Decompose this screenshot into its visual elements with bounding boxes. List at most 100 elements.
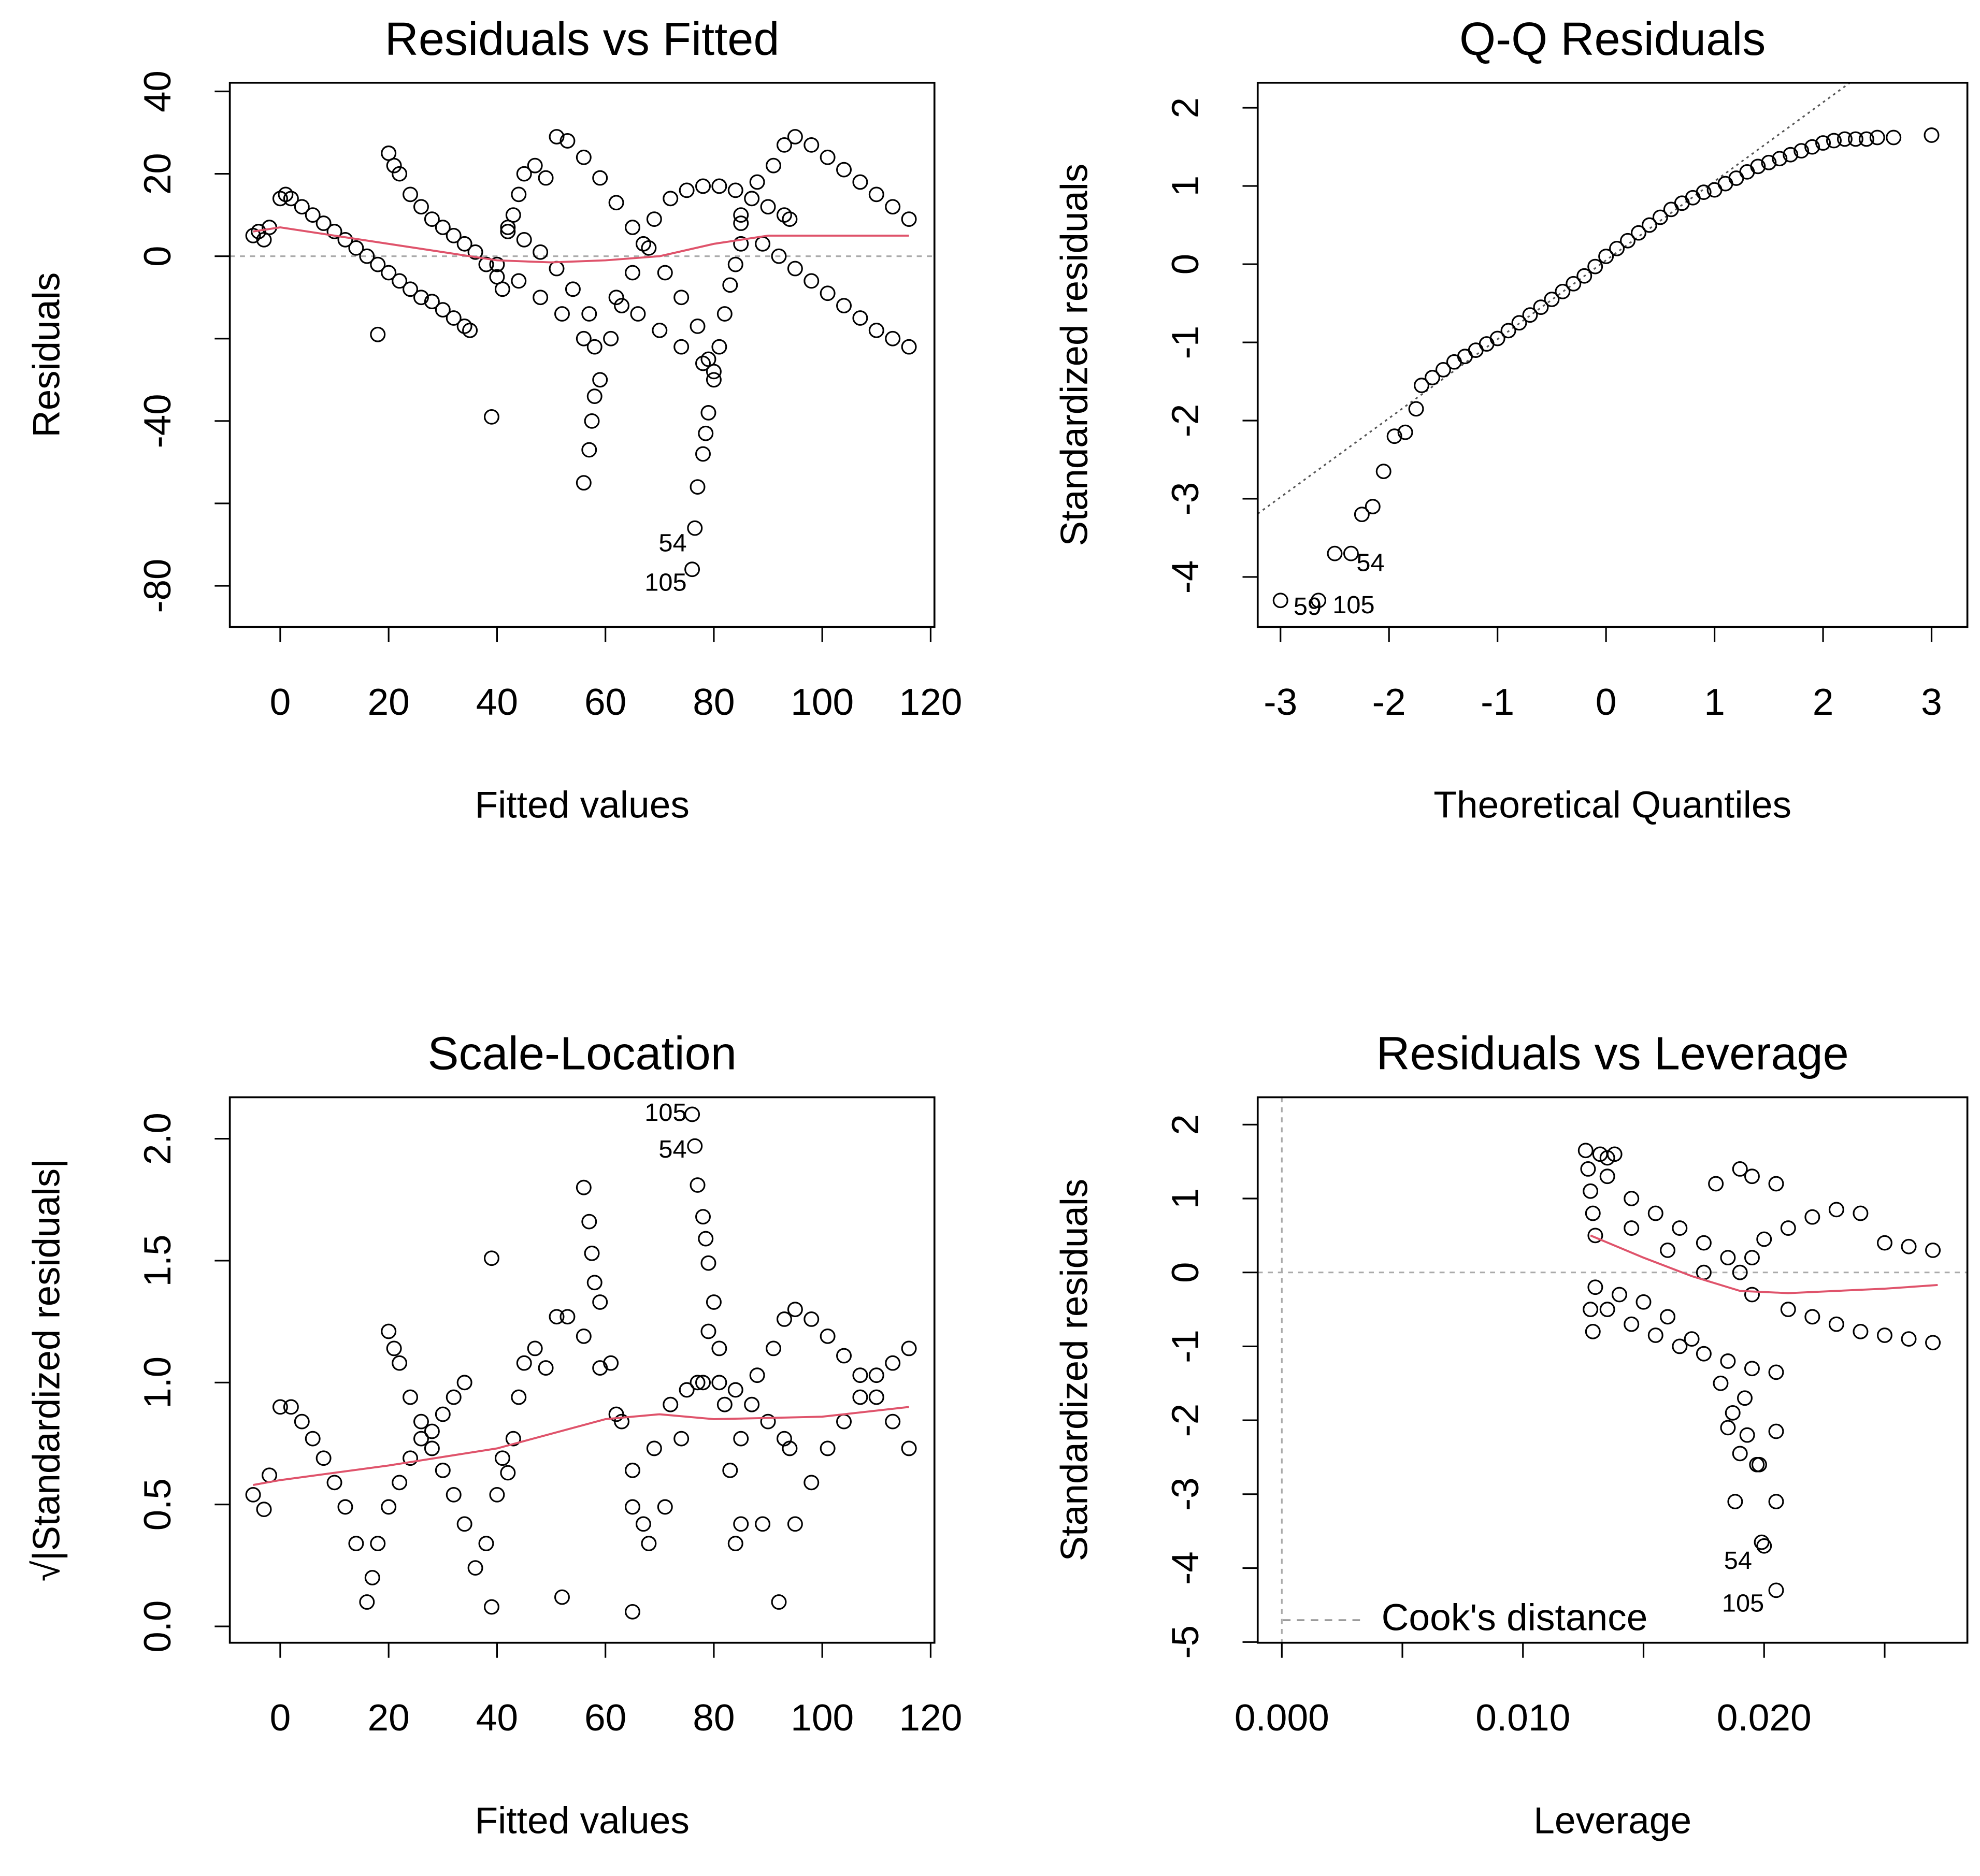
point (478, 256, 494, 272)
point (706, 1294, 722, 1310)
point (698, 425, 714, 441)
x-tick-label: 80 (693, 1697, 735, 1739)
plot-area (1257, 82, 1940, 609)
point (776, 137, 792, 153)
point (687, 1138, 703, 1154)
point (663, 191, 679, 207)
point (576, 475, 592, 491)
point (727, 182, 743, 198)
point (1375, 464, 1391, 480)
point (413, 199, 429, 215)
point (554, 1589, 570, 1605)
point (695, 446, 711, 462)
point (1555, 284, 1571, 299)
point (744, 191, 760, 207)
point (1720, 1420, 1736, 1436)
point (576, 330, 592, 347)
point (901, 339, 917, 355)
point (1732, 1446, 1748, 1462)
point (1756, 1538, 1772, 1554)
point (1853, 1323, 1869, 1339)
point (584, 1245, 600, 1261)
point (1587, 1228, 1603, 1244)
point (576, 1328, 592, 1344)
chart-title: Residuals vs Fitted (385, 13, 780, 65)
point (1732, 1264, 1748, 1280)
point (727, 1536, 743, 1551)
legend-label: Cook's distance (1382, 1596, 1648, 1638)
point (1311, 593, 1327, 609)
point (690, 479, 706, 495)
x-tick-label: 40 (476, 1697, 518, 1739)
point (1624, 1220, 1640, 1236)
point (584, 413, 600, 429)
point (820, 1440, 836, 1456)
point (1583, 1302, 1599, 1317)
y-tick-label: -1 (1165, 1330, 1207, 1363)
point (446, 1487, 462, 1503)
point (283, 191, 299, 207)
point (446, 228, 462, 243)
y-tick-label: 0 (137, 246, 179, 266)
point (1836, 131, 1853, 147)
point (716, 306, 733, 322)
point (456, 1375, 472, 1391)
point (1272, 593, 1288, 609)
point (820, 1328, 836, 1344)
y-tick-label: -80 (137, 559, 179, 613)
point (1772, 151, 1788, 167)
x-tick-label: 0.020 (1717, 1697, 1812, 1739)
x-tick-label: 60 (584, 1697, 626, 1739)
point (1750, 158, 1766, 175)
y-tick-label: 2 (1165, 97, 1207, 118)
point (1343, 545, 1359, 561)
x-tick-label: 3 (1921, 681, 1942, 723)
point (673, 290, 690, 306)
x-tick-label: -3 (1264, 681, 1297, 723)
point (771, 1594, 787, 1610)
point (624, 1604, 640, 1620)
point (755, 1516, 771, 1532)
panel: Residuals vs Fitted Fitted values Residual… (25, 13, 962, 826)
y-tick-label: 0 (1165, 254, 1207, 275)
point (787, 1516, 803, 1532)
x-tick-label: 120 (899, 1697, 962, 1739)
point (679, 1382, 695, 1398)
point (1672, 1220, 1688, 1236)
x-tick-label: 1 (1704, 681, 1725, 723)
point (403, 1450, 419, 1466)
point (256, 1502, 272, 1518)
x-tick-label: 20 (368, 1697, 410, 1739)
point (885, 1355, 901, 1371)
point (1599, 1302, 1615, 1317)
point (1720, 1353, 1736, 1369)
point (1828, 1316, 1844, 1332)
point (868, 322, 884, 338)
x-axis-label: Leverage (1533, 1800, 1691, 1842)
point (1815, 135, 1831, 151)
point (804, 1311, 820, 1327)
point (403, 186, 419, 203)
point-label: 54 (658, 529, 686, 557)
point (657, 265, 673, 281)
point (652, 322, 668, 338)
point (635, 236, 651, 252)
y-tick-label: -2 (1165, 404, 1207, 438)
point (483, 409, 499, 425)
point (364, 1570, 380, 1585)
x-tick-label: 0 (270, 1697, 291, 1739)
point (1583, 1183, 1599, 1199)
point (424, 1440, 440, 1456)
point (760, 199, 776, 215)
point (1408, 401, 1424, 417)
smooth-line (1590, 1234, 1938, 1294)
point (586, 388, 602, 405)
point (1624, 1191, 1640, 1206)
point (392, 273, 408, 289)
panel: Scale-Location Fitted values √|Standardize… (25, 1028, 962, 1841)
point (1751, 1456, 1767, 1473)
point (624, 265, 640, 281)
point (586, 339, 602, 355)
point (581, 306, 597, 322)
y-tick-label: 1.0 (137, 1357, 179, 1409)
